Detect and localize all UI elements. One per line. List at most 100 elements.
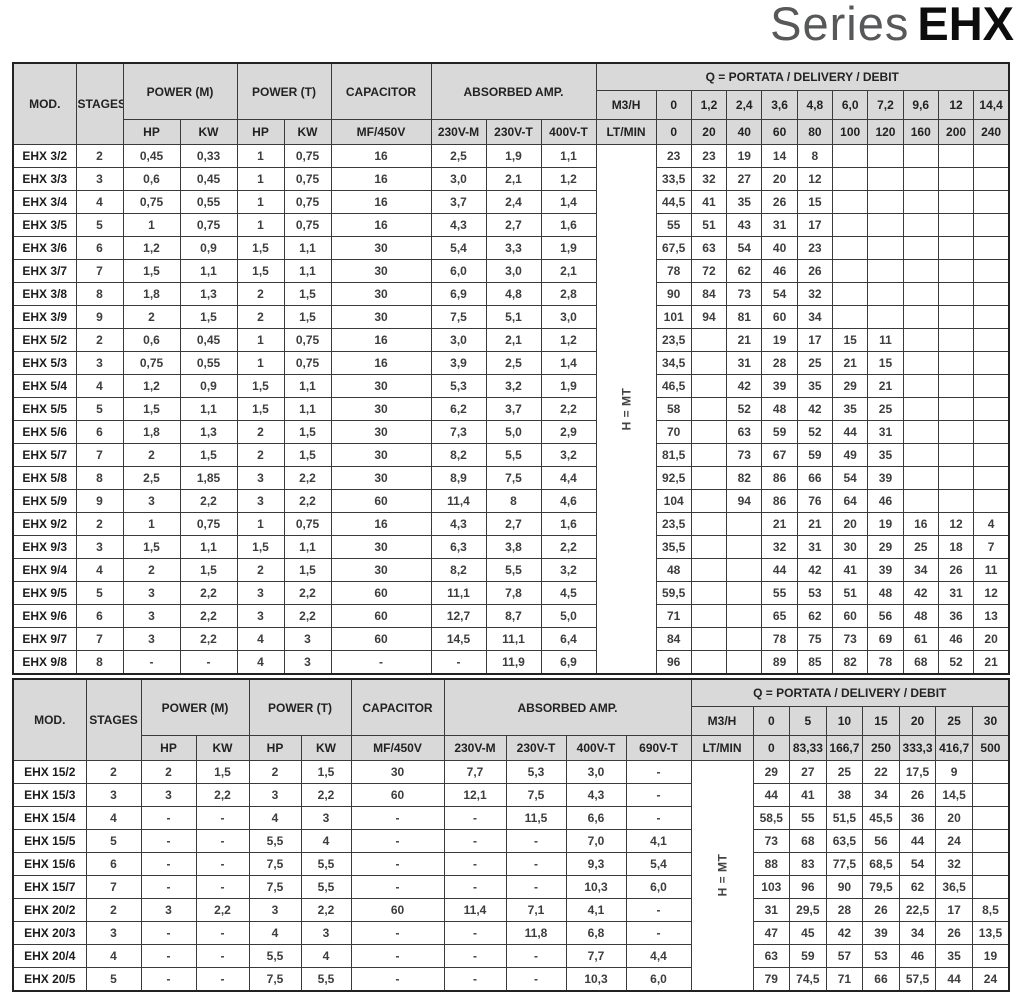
model-cell: EHX 5/9 bbox=[12, 489, 77, 513]
q-head-cell: 7 bbox=[973, 535, 1010, 559]
q-head-cell: 23,5 bbox=[655, 512, 692, 536]
q-head-cell: 48 bbox=[902, 604, 939, 628]
value-cell: 0,75 bbox=[283, 167, 332, 191]
value-cell: 3 bbox=[85, 783, 142, 807]
q-head-cell bbox=[971, 760, 1010, 784]
q-head-cell bbox=[867, 305, 904, 329]
q-head-cell: 96 bbox=[789, 875, 827, 899]
q-head-cell bbox=[937, 167, 975, 191]
col-header-mf450v: MF/450V bbox=[330, 119, 432, 145]
value-cell: 3 bbox=[236, 466, 285, 490]
value-cell: 4 bbox=[300, 829, 352, 853]
model-cell: EHX 15/3 bbox=[12, 783, 87, 807]
table-row: EHX 3/5 5 1 0,75 1 0,75 16 4,3 2,7 1,6 55 51 43 31 17 bbox=[12, 213, 1010, 237]
value-cell: - bbox=[195, 921, 250, 945]
col-header-absorbed-amp: ABSORBED AMP. bbox=[443, 678, 692, 736]
value-cell: 2,2 bbox=[179, 627, 238, 651]
value-cell: 11,4 bbox=[443, 898, 507, 922]
value-cell: 5 bbox=[85, 829, 142, 853]
value-cell: 2,2 bbox=[195, 898, 250, 922]
value-cell: 4 bbox=[248, 921, 302, 945]
q-head-cell bbox=[902, 351, 939, 375]
q-head-cell: 32 bbox=[690, 167, 728, 191]
col-header-kw-t: KW bbox=[283, 119, 332, 145]
value-cell: 2 bbox=[248, 760, 302, 784]
value-cell: 3 bbox=[85, 921, 142, 945]
q-head-cell: 40 bbox=[761, 236, 798, 260]
table-row: EHX 3/7 7 1,5 1,1 1,5 1,1 30 6,0 3,0 2,1 78 72 62 46 2… bbox=[12, 259, 1010, 283]
q-head-cell: 25 bbox=[796, 351, 834, 375]
q-head-cell: 20 bbox=[935, 806, 973, 830]
q-head-cell: 63,5 bbox=[825, 829, 864, 853]
value-cell: 1,5 bbox=[283, 420, 332, 444]
value-cell: 0,75 bbox=[283, 144, 332, 168]
value-cell: 6,2 bbox=[430, 397, 487, 421]
q-head-cell: 31 bbox=[761, 213, 798, 237]
value-cell: 3,2 bbox=[540, 443, 597, 467]
value-cell: 1,5 bbox=[179, 443, 238, 467]
q-head-cell bbox=[726, 604, 763, 628]
value-cell: 4,3 bbox=[565, 783, 627, 807]
value-cell: 2 bbox=[75, 512, 124, 536]
q-head-cell: 55 bbox=[789, 806, 827, 830]
value-cell: 7,5 bbox=[248, 967, 302, 991]
value-cell: 2,2 bbox=[179, 581, 238, 605]
q-head-cell: 19 bbox=[726, 144, 763, 168]
q-head-cell: 9 bbox=[935, 760, 973, 784]
q-head-cell: 89 bbox=[761, 650, 798, 674]
value-cell: 2 bbox=[122, 305, 181, 329]
m3h-label: M3/H bbox=[690, 706, 754, 736]
q-head-cell: 43 bbox=[726, 213, 763, 237]
model-cell: EHX 9/5 bbox=[12, 581, 77, 605]
col-header-230v-t: 230V-T bbox=[485, 119, 542, 145]
q-head-cell bbox=[973, 420, 1010, 444]
q-head-cell: 79 bbox=[752, 967, 791, 991]
table-row: EHX 5/3 3 0,75 0,55 1 0,75 16 3,9 2,5 1,4 34,5 31 28… bbox=[12, 351, 1010, 375]
q-head-cell: 64 bbox=[832, 489, 869, 513]
model-cell: EHX 15/5 bbox=[12, 829, 87, 853]
q-head-cell: 25 bbox=[867, 397, 904, 421]
h-equals-mt-label: H = MT bbox=[690, 760, 754, 991]
value-cell: 1,9 bbox=[485, 144, 542, 168]
q-head-cell: 19 bbox=[867, 512, 904, 536]
series-label: Series bbox=[770, 0, 910, 50]
value-cell: 1,5 bbox=[236, 374, 285, 398]
model-cell: EHX 9/6 bbox=[12, 604, 77, 628]
q-head-cell: 70 bbox=[655, 420, 692, 444]
value-cell: 5 bbox=[85, 967, 142, 991]
value-cell: 1 bbox=[236, 512, 285, 536]
q-head-cell bbox=[971, 829, 1010, 853]
q-head-cell bbox=[973, 328, 1010, 352]
q-head-cell bbox=[973, 351, 1010, 375]
q-head-cell: 32 bbox=[761, 535, 798, 559]
value-cell: - bbox=[179, 650, 238, 674]
q-head-cell: 59 bbox=[789, 944, 827, 968]
value-cell: 3 bbox=[122, 581, 181, 605]
h-equals-mt-text: H = MT bbox=[715, 853, 730, 897]
q-head-cell: 14,5 bbox=[935, 783, 973, 807]
value-cell: 1,5 bbox=[122, 397, 181, 421]
q-head-cell: 32 bbox=[796, 282, 834, 306]
value-cell: 1,5 bbox=[236, 397, 285, 421]
value-cell: 2,4 bbox=[485, 190, 542, 214]
value-cell: 30 bbox=[330, 535, 432, 559]
q-head-cell: 52 bbox=[796, 420, 834, 444]
q-head-cell: 77,5 bbox=[825, 852, 864, 876]
value-cell: - bbox=[430, 650, 487, 674]
q-head-cell: 66 bbox=[862, 967, 900, 991]
model-cell: EHX 20/2 bbox=[12, 898, 87, 922]
q-flow-header-cell: 83,33 bbox=[789, 735, 827, 761]
value-cell: 4,1 bbox=[625, 829, 692, 853]
value-cell: 6,8 bbox=[565, 921, 627, 945]
value-cell: 3,7 bbox=[430, 190, 487, 214]
value-cell: 0,45 bbox=[179, 167, 238, 191]
q-head-cell: 27 bbox=[789, 760, 827, 784]
q-head-cell bbox=[902, 282, 939, 306]
q-head-cell: 41 bbox=[832, 558, 869, 582]
q-head-cell: 49 bbox=[832, 443, 869, 467]
q-head-cell bbox=[726, 558, 763, 582]
value-cell: 2,2 bbox=[179, 489, 238, 513]
value-cell: 9 bbox=[75, 489, 124, 513]
q-head-cell: 71 bbox=[825, 967, 864, 991]
q-head-cell: 13 bbox=[973, 604, 1010, 628]
